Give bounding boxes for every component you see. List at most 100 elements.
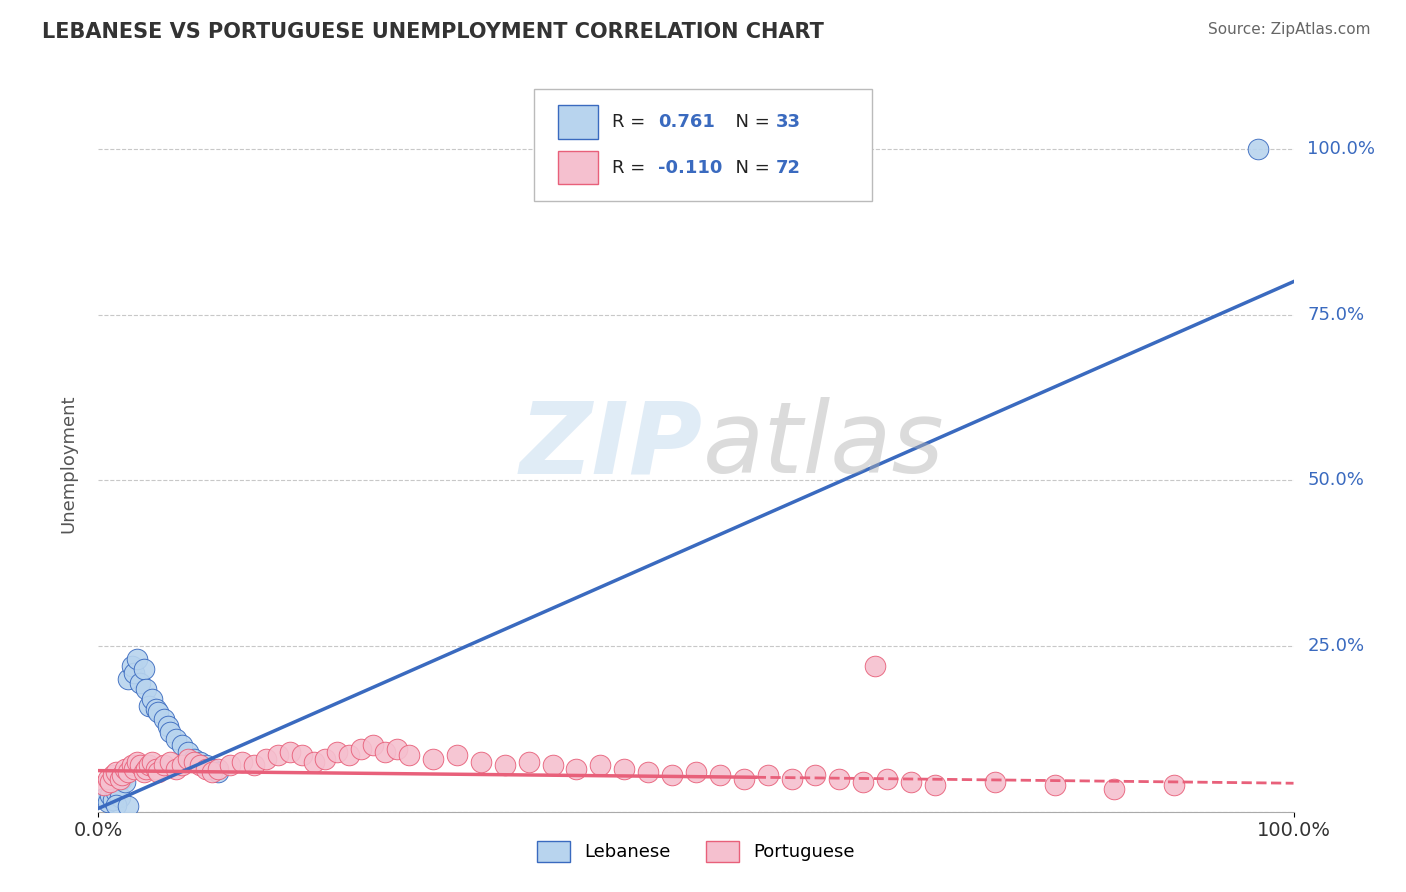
Point	[350, 741, 373, 756]
Point	[138, 698, 160, 713]
Text: 50.0%: 50.0%	[1308, 471, 1364, 490]
Point	[637, 764, 659, 779]
Point	[125, 755, 148, 769]
Point	[201, 762, 224, 776]
Point	[900, 775, 922, 789]
Point	[613, 762, 636, 776]
Text: N =: N =	[724, 113, 776, 131]
Point	[129, 675, 152, 690]
Point	[132, 662, 155, 676]
Point	[1102, 781, 1125, 796]
Point	[124, 665, 146, 680]
Point	[135, 682, 157, 697]
Point	[302, 755, 325, 769]
Point	[153, 758, 176, 772]
Point	[315, 752, 337, 766]
Point	[243, 758, 266, 772]
Point	[780, 772, 803, 786]
Point	[756, 768, 779, 782]
Text: -0.110: -0.110	[658, 159, 723, 177]
Point	[108, 772, 131, 786]
Point	[114, 762, 136, 776]
Point	[863, 659, 886, 673]
Point	[132, 764, 155, 779]
Point	[1043, 778, 1066, 792]
Point	[172, 739, 194, 753]
Point	[709, 768, 731, 782]
Point	[685, 764, 707, 779]
Point	[207, 764, 229, 779]
Point	[924, 778, 946, 792]
Point	[165, 762, 187, 776]
Point	[98, 788, 122, 802]
Point	[267, 748, 290, 763]
Point	[278, 745, 301, 759]
Point	[363, 739, 385, 753]
Text: Source: ZipAtlas.com: Source: ZipAtlas.com	[1208, 22, 1371, 37]
Point	[201, 764, 224, 779]
Point	[172, 758, 194, 772]
Point	[105, 785, 128, 799]
Point	[111, 772, 134, 786]
Point	[194, 762, 217, 776]
Point	[165, 731, 187, 746]
Text: N =: N =	[724, 159, 776, 177]
Text: 25.0%: 25.0%	[1308, 637, 1365, 655]
Y-axis label: Unemployment: Unemployment	[59, 394, 77, 533]
Point	[148, 706, 170, 720]
Point	[183, 755, 205, 769]
Point	[852, 775, 875, 789]
Point	[661, 768, 683, 782]
Point	[121, 659, 143, 673]
Point	[121, 758, 143, 772]
Point	[565, 762, 588, 776]
Point	[374, 745, 396, 759]
Point	[231, 755, 253, 769]
Point	[141, 692, 163, 706]
Point	[1163, 778, 1185, 792]
Text: 0.761: 0.761	[658, 113, 714, 131]
Point	[470, 755, 492, 769]
Point	[422, 752, 444, 766]
Point	[589, 758, 612, 772]
Text: LEBANESE VS PORTUGUESE UNEMPLOYMENT CORRELATION CHART: LEBANESE VS PORTUGUESE UNEMPLOYMENT CORR…	[42, 22, 824, 42]
Point	[114, 775, 136, 789]
Point	[117, 672, 139, 686]
Point	[117, 799, 139, 814]
Point	[105, 798, 128, 813]
Point	[159, 725, 181, 739]
Point	[125, 652, 148, 666]
Text: ZIP: ZIP	[520, 398, 703, 494]
Point	[494, 758, 516, 772]
Text: 72: 72	[776, 159, 801, 177]
Point	[194, 758, 217, 772]
Point	[153, 712, 176, 726]
Point	[138, 758, 160, 772]
Point	[188, 755, 211, 769]
Point	[124, 762, 146, 776]
Point	[101, 768, 124, 782]
Point	[177, 745, 200, 759]
Point	[804, 768, 827, 782]
Point	[159, 755, 181, 769]
Point	[97, 772, 120, 786]
Point	[111, 768, 134, 782]
Point	[219, 758, 242, 772]
Point	[177, 752, 200, 766]
Point	[188, 758, 211, 772]
Point	[129, 758, 152, 772]
Point	[98, 775, 122, 789]
Text: atlas: atlas	[703, 398, 945, 494]
Point	[156, 718, 179, 732]
Point	[93, 791, 115, 805]
Text: 75.0%: 75.0%	[1308, 306, 1365, 324]
Point	[145, 702, 167, 716]
Point	[101, 793, 124, 807]
Point	[108, 790, 131, 805]
Point	[141, 755, 163, 769]
Legend: Lebanese, Portuguese: Lebanese, Portuguese	[530, 833, 862, 869]
Point	[828, 772, 851, 786]
Point	[876, 772, 898, 786]
Point	[337, 748, 360, 763]
Point	[93, 778, 115, 792]
